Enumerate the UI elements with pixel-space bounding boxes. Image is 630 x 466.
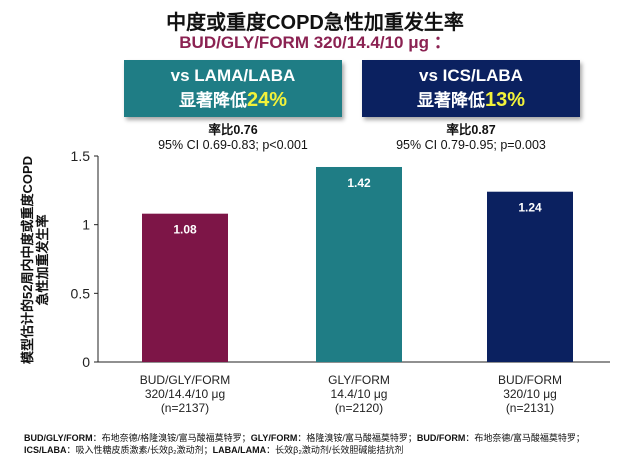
rate-ratio-ics-laba: 率比0.87 95% CI 0.79-0.95; p=0.003 xyxy=(351,123,591,153)
footnote: BUD/GLY/FORM：布地奈德/格隆溴铵/富马酸福莫特罗；GLY/FORM：… xyxy=(24,432,624,456)
bar-value-label: 1.24 xyxy=(518,201,542,215)
footnote-definition: ：吸入性糖皮质激素/长效β₂激动剂； xyxy=(66,445,213,455)
confidence-interval: 95% CI 0.69-0.83; p<0.001 xyxy=(158,138,308,152)
y-tick-label: 1.5 xyxy=(71,148,91,164)
footnote-abbr: LABA/LAMA xyxy=(212,445,267,455)
rate-ratio-lama-laba: 率比0.76 95% CI 0.69-0.83; p<0.001 xyxy=(113,123,353,153)
x-tick-label: (n=2137) xyxy=(161,401,209,415)
bar xyxy=(487,191,573,362)
rate-ratio: 率比0.76 xyxy=(208,123,258,137)
footnote-definition: ：长效β₂激动剂/长效胆碱能拮抗剂 xyxy=(266,445,404,455)
footnote-definition: ：布地奈德/格隆溴铵/富马酸福莫特罗； xyxy=(92,433,251,443)
x-tick-label: (n=2131) xyxy=(506,401,554,415)
footnote-definition: ：布地奈德/富马酸福莫特罗； xyxy=(465,433,585,443)
x-tick-label: 320/10 μg xyxy=(503,387,557,401)
footnote-abbr: BUD/GLY/FORM xyxy=(24,433,93,443)
comparison-box-lama-laba: vs LAMA/LABA 显著降低24% xyxy=(124,60,342,117)
x-tick-label: BUD/GLY/FORM xyxy=(140,373,230,387)
comparison-label: vs ICS/LABA xyxy=(419,66,523,85)
x-tick-label: 14.4/10 μg xyxy=(331,387,388,401)
chart-subtitle: BUD/GLY/FORM 320/14.4/10 μg ： xyxy=(179,33,451,52)
x-tick-label: (n=2120) xyxy=(335,401,383,415)
footnote-definition: ：格隆溴铵/富马酸福莫特罗； xyxy=(297,433,417,443)
chart-title: 中度或重度COPD急性加重发生率 xyxy=(166,12,464,34)
x-tick-label: 320/14.4/10 μg xyxy=(145,387,225,401)
y-tick-label: 0 xyxy=(82,354,90,370)
comparison-box-ics-laba: vs ICS/LABA 显著降低13% xyxy=(362,60,580,117)
y-tick-label: 1 xyxy=(82,217,90,233)
confidence-interval: 95% CI 0.79-0.95; p=0.003 xyxy=(396,138,546,152)
reduction-value: 13% xyxy=(484,89,526,111)
x-tick-label: GLY/FORM xyxy=(328,373,390,387)
y-tick-label: 0.5 xyxy=(71,285,91,301)
bar xyxy=(316,166,402,362)
comparison-label: vs LAMA/LABA xyxy=(170,66,296,85)
bar-value-label: 1.42 xyxy=(347,176,371,190)
bar xyxy=(142,213,228,362)
bar-value-label: 1.08 xyxy=(173,223,197,237)
footnote-abbr: BUD/FORM xyxy=(416,433,466,443)
x-tick-label: BUD/FORM xyxy=(498,373,562,387)
reduction-value: 24% xyxy=(246,89,288,111)
footnote-abbr: GLY/FORM xyxy=(250,433,298,443)
reduction-prefix: 显著降低 xyxy=(416,91,485,110)
rate-ratio: 率比0.87 xyxy=(446,123,496,137)
reduction-prefix: 显著降低 xyxy=(178,91,247,110)
footnote-abbr: ICS/LABA xyxy=(24,445,67,455)
